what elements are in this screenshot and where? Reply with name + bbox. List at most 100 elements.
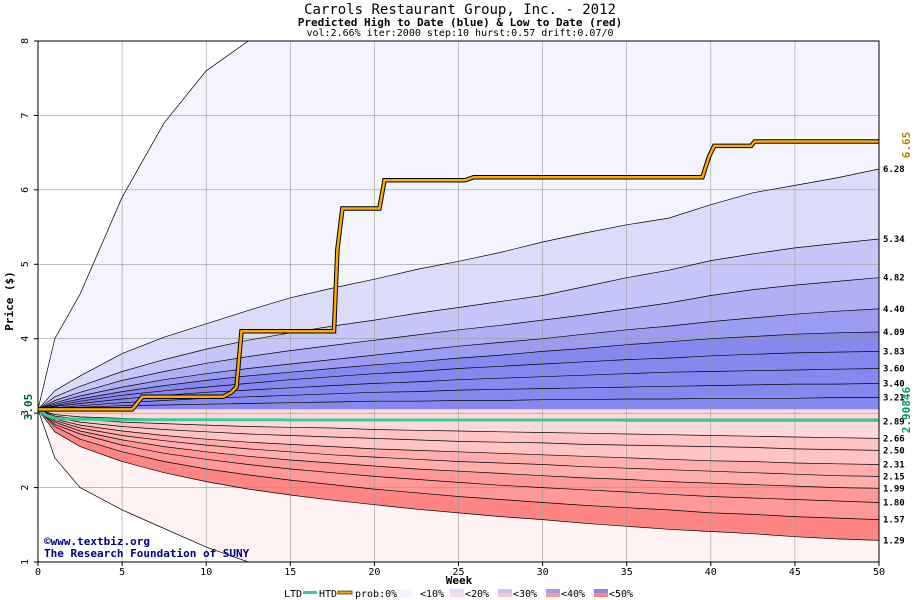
end-value-label: 1.99 [883, 484, 905, 494]
red-band [38, 409, 879, 465]
x-tick-label: 15 [284, 567, 296, 578]
legend-swatch-30-red [498, 593, 512, 597]
legend-swatch-50-blue [594, 589, 608, 593]
x-tick-label: 0 [35, 567, 41, 578]
legend-swatch-20-blue [450, 589, 464, 593]
start-price-marker: 3.05 [22, 394, 35, 421]
low-percentile-curve [38, 409, 879, 489]
low-percentile-curve [38, 409, 250, 562]
legend-ltd-label: LTD [284, 589, 302, 600]
legend-htd-swatch [337, 590, 353, 595]
end-value-label: 6.28 [883, 165, 905, 175]
end-value-label: 4.82 [883, 274, 905, 284]
end-value-label: 4.40 [883, 305, 905, 315]
blue-band [38, 332, 879, 410]
legend-40-label: <40% [561, 589, 585, 600]
x-tick-label: 35 [621, 567, 633, 578]
low-percentile-curve [38, 409, 879, 520]
y-tick-label: 4 [20, 336, 31, 342]
x-tick-label: 50 [873, 567, 885, 578]
y-tick-label: 5 [20, 261, 31, 267]
high-percentile-curve [38, 238, 879, 410]
x-tick-label: 45 [789, 567, 801, 578]
x-tick-label: 40 [705, 567, 717, 578]
red-band [38, 409, 879, 451]
legend-30-label: <30% [513, 589, 537, 600]
end-value-label: 2.15 [883, 472, 905, 482]
end-value-label: 3.83 [883, 347, 905, 357]
legend-htd-label: HTD [319, 589, 337, 600]
legend-20-label: <20% [465, 589, 489, 600]
legend-ltd-swatch [303, 591, 317, 594]
y-tick-label: 2 [20, 485, 31, 491]
end-value-label: 4.09 [883, 328, 905, 338]
high-percentile-curve [38, 308, 879, 410]
high-percentile-curve [38, 383, 879, 410]
high-percentile-curve [38, 331, 879, 410]
low-percentile-curve [38, 409, 879, 465]
legend-50-label: <50% [609, 589, 633, 600]
legend: LTD HTD prob:0% <10% <20% <30% <40% <50% [284, 589, 633, 600]
end-value-label: 1.29 [883, 536, 905, 546]
y-tick-label: 1 [20, 559, 31, 565]
y-tick-labels: 1 2 3 4 5 6 7 8 [20, 38, 38, 565]
high-percentile-curve [38, 397, 879, 410]
end-value-label: 2.89 [883, 417, 905, 427]
end-value-label: 3.21 [883, 394, 905, 404]
blue-band [38, 308, 879, 410]
ltd-line [38, 408, 879, 422]
red-band [38, 409, 879, 562]
high-percentile-curve [38, 41, 250, 410]
end-high-marker: 6.65 [900, 132, 913, 159]
end-value-label: 3.60 [883, 364, 905, 374]
x-tick-label: 20 [368, 567, 380, 578]
blue-band [38, 351, 879, 410]
legend-swatch-40-red [546, 593, 560, 597]
y-tick-label: 7 [20, 112, 31, 118]
grid [38, 41, 879, 562]
low-percentile-curve [38, 409, 879, 503]
end-value-label: 3.40 [883, 379, 905, 389]
legend-swatch-50-red [594, 593, 608, 597]
x-tick-labels: 0 5 10 15 20 25 30 35 40 45 50 [35, 562, 885, 578]
chart-subtitle: Predicted High to Date (blue) & Low to D… [297, 16, 623, 29]
x-tick-label: 5 [119, 567, 125, 578]
end-value-label: 5.34 [883, 235, 905, 245]
legend-10-label: <10% [420, 589, 444, 600]
chart-params: vol:2.66% iter:2000 step:10 hurst:0.57 d… [306, 28, 614, 39]
legend-swatch-10-blue [398, 589, 412, 597]
y-axis-label: Price ($) [3, 271, 16, 331]
y-tick-label: 8 [20, 38, 31, 44]
end-value-label: 2.50 [883, 446, 905, 456]
htd-line [38, 139, 879, 412]
ltd-line-path [38, 408, 879, 422]
low-percentile-curve [38, 409, 879, 541]
high-percentile-curve [38, 168, 879, 410]
legend-swatch-40-blue [546, 589, 560, 593]
end-value-label: 1.80 [883, 498, 905, 508]
y-tick-label: 3 [20, 410, 31, 416]
x-axis-label: Week [446, 574, 473, 587]
high-percentile-curve [38, 277, 879, 410]
low-percentile-curve [38, 409, 879, 477]
legend-swatch-30-blue [498, 589, 512, 593]
chart-title: Carrols Restaurant Group, Inc. - 2012 [304, 2, 616, 18]
htd-line-path [38, 140, 879, 411]
high-percentile-curve [38, 351, 879, 410]
watermark-url: ©www.textbiz.org [44, 535, 150, 548]
x-tick-label: 25 [452, 567, 464, 578]
low-percentile-curve [38, 409, 879, 451]
end-value-label: 1.57 [883, 516, 905, 526]
watermark-org: The Research Foundation of SUNY [44, 547, 250, 560]
legend-swatch-20-red [450, 593, 464, 597]
x-tick-label: 30 [537, 567, 549, 578]
legend-prob-label: prob:0% [355, 589, 397, 600]
end-value-labels: 6.28 5.34 4.82 4.40 4.09 3.83 3.60 3.40 3.21 2.89… [883, 165, 905, 546]
end-value-label: 2.66 [883, 434, 905, 444]
red-band [38, 409, 879, 477]
end-value-label: 2.31 [883, 460, 905, 470]
x-tick-label: 10 [200, 567, 212, 578]
end-low-marker: 2.90846 [900, 386, 913, 433]
y-tick-label: 6 [20, 187, 31, 193]
